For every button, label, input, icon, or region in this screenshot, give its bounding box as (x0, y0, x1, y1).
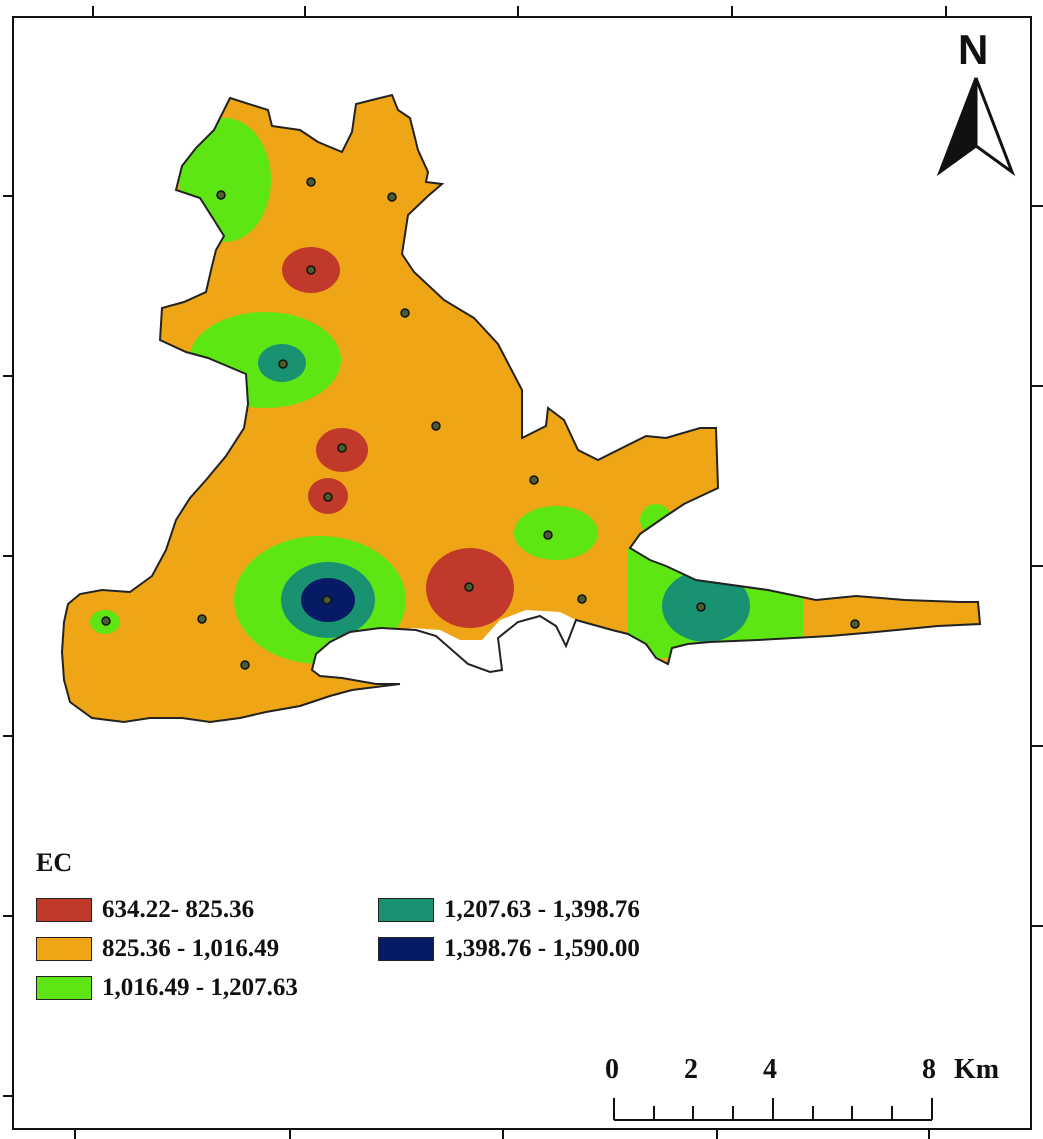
legend-swatch (36, 898, 92, 922)
scale-tick-label-8: 8 (922, 1054, 936, 1085)
frame-ticks (3, 6, 1043, 1139)
legend-swatch (378, 898, 434, 922)
sample-point (400, 308, 410, 318)
legend-swatch (378, 937, 434, 961)
legend-label: 1,016.49 - 1,207.63 (102, 974, 298, 1001)
sample-point (322, 595, 332, 605)
study-area-boundary (60, 93, 982, 724)
legend-swatch (36, 937, 92, 961)
north-arrow-icon (936, 77, 1016, 177)
north-label: N (958, 26, 989, 73)
ec-high-zone-e (514, 506, 598, 560)
sample-point (240, 660, 250, 670)
sample-point (577, 594, 587, 604)
sample-point (431, 421, 441, 431)
sample-point (306, 265, 316, 275)
sample-point (543, 530, 553, 540)
legend-item-class-5: 1,398.76 - 1,590.00 (378, 935, 640, 963)
sample-point (278, 359, 288, 369)
sample-point (387, 192, 397, 202)
inner-gap-south (316, 610, 576, 672)
legend-label: 634.22- 825.36 (102, 896, 255, 923)
sample-point (696, 602, 706, 612)
legend-title: EC (36, 848, 73, 877)
scale-unit-label: Km (954, 1054, 1000, 1085)
legend-label: 1,207.63 - 1,398.76 (444, 896, 640, 923)
sample-point (529, 475, 539, 485)
legend-item-class-2: 825.36 - 1,016.49 (36, 935, 279, 963)
ec-surface (62, 95, 980, 722)
sample-point (216, 190, 226, 200)
scale-bar-graphic (613, 1098, 933, 1121)
legend-item-class-1: 634.22- 825.36 (36, 896, 254, 924)
scale-tick-label-4: 4 (763, 1054, 777, 1085)
legend-label: 825.36 - 1,016.49 (102, 935, 280, 962)
sample-point (197, 614, 207, 624)
legend-item-class-4: 1,207.63 - 1,398.76 (378, 896, 640, 924)
legend-label: 1,398.76 - 1,590.00 (444, 935, 640, 962)
legend-swatch (36, 976, 92, 1000)
sample-point (101, 616, 111, 626)
legend-item-class-3: 1,016.49 - 1,207.63 (36, 974, 298, 1002)
ec-veryhigh-zone-se (662, 570, 750, 642)
ec-high-zone-nw (179, 118, 271, 242)
sample-point (306, 177, 316, 187)
scale-tick-label-0: 0 (605, 1054, 619, 1085)
scale-tick-label-2: 2 (684, 1054, 698, 1085)
sample-point (323, 492, 333, 502)
sample-point (337, 443, 347, 453)
map-neatline (12, 16, 1032, 1130)
sample-point (850, 619, 860, 629)
sample-point (464, 582, 474, 592)
sample-points (101, 177, 860, 670)
